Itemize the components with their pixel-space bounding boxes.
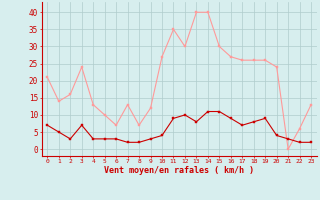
X-axis label: Vent moyen/en rafales ( km/h ): Vent moyen/en rafales ( km/h ): [104, 166, 254, 175]
